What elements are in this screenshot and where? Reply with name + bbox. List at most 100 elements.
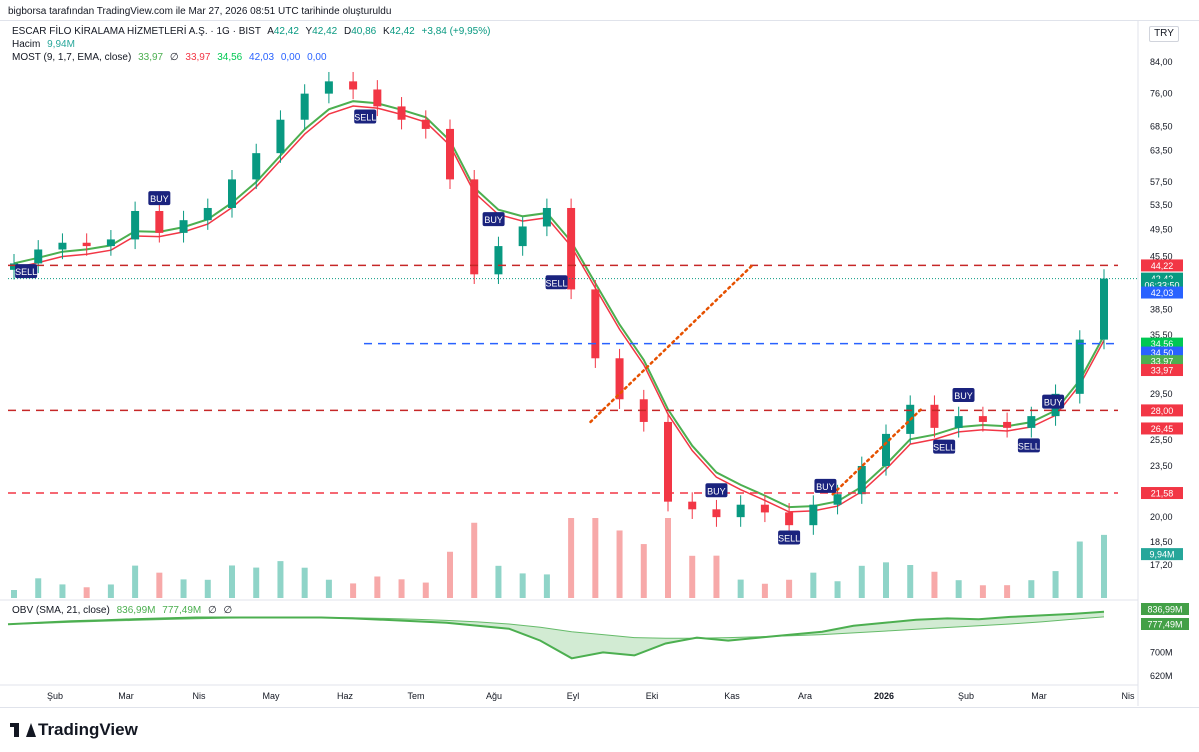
price-tag-label: 34,50 <box>1151 348 1174 358</box>
signal-label: SELL <box>546 278 568 288</box>
volume-bar <box>665 518 671 598</box>
high-value: Y42,42 <box>305 26 338 37</box>
brand-name: TradingView <box>38 720 138 739</box>
candle-body <box>106 239 115 247</box>
volume-legend[interactable]: Hacim 9,94M <box>12 39 79 50</box>
candle-body <box>542 207 551 227</box>
most-stop-line <box>13 105 1105 513</box>
signal-label: BUY <box>1044 398 1063 408</box>
volume-bar <box>180 579 187 598</box>
candle-body <box>1075 339 1084 394</box>
tradingview-logo[interactable]: TradingView <box>10 720 138 740</box>
candle-body <box>978 416 987 422</box>
volume-bar <box>907 565 914 598</box>
signal-label: SELL <box>15 267 37 277</box>
x-tick-label: Ara <box>798 691 812 701</box>
candle-body <box>930 404 939 428</box>
volume-bar <box>713 555 720 598</box>
x-tick-label: 2026 <box>874 691 894 701</box>
candle-body <box>591 289 600 359</box>
y-tick-label: 45,50 <box>1150 251 1173 261</box>
volume-bar <box>543 574 550 598</box>
signal-label: BUY <box>954 391 973 401</box>
candle-body <box>615 358 624 400</box>
volume-bar <box>883 562 889 598</box>
volume-bar <box>253 567 260 598</box>
most-legend[interactable]: MOST (9, 1,7, EMA, close) 33,97 ∅ 33,97 … <box>12 52 331 63</box>
signal-label: SELL <box>933 443 955 453</box>
x-tick-label: Mar <box>118 691 134 701</box>
candle-body <box>155 210 164 233</box>
volume-bar <box>568 518 575 598</box>
obv-sma-line <box>7 616 1105 639</box>
x-tick-label: Eki <box>646 691 659 701</box>
candle-body <box>82 242 91 247</box>
y-tick-label: 17,20 <box>1150 560 1173 570</box>
y-tick-label: 84,00 <box>1150 57 1173 67</box>
price-tag <box>1141 487 1183 500</box>
price-tag-label: 44,22 <box>1151 261 1174 271</box>
volume-bar <box>616 530 623 598</box>
candle-body <box>736 504 745 518</box>
signal-badge <box>482 212 505 227</box>
price-tag <box>1141 422 1183 435</box>
obv-legend[interactable]: OBV (SMA, 21, close) 836,99M 777,49M ∅ ∅ <box>12 605 236 616</box>
price-tag-label: 33,97 <box>1151 357 1174 367</box>
price-tag <box>1141 364 1183 377</box>
candle-body <box>785 512 794 526</box>
volume-bar <box>979 585 986 598</box>
candle-body <box>324 81 333 94</box>
symbol-title[interactable]: ESCAR FİLO KİRALAMA HİZMETLERİ A.Ş. · 1G… <box>12 26 261 37</box>
obv-label: OBV (SMA, 21, close) <box>12 605 110 616</box>
volume-bar <box>810 572 817 598</box>
price-tag-label: 06:33:50 <box>1144 280 1179 290</box>
volume-bar <box>156 572 163 598</box>
volume-bar <box>519 573 526 598</box>
volume-bar <box>495 565 502 598</box>
volume-bar <box>132 565 139 598</box>
signal-badge <box>1042 394 1065 409</box>
candle-body <box>1027 416 1036 428</box>
most-value-5: 42,03 <box>249 52 275 63</box>
y-tick-label: 25,50 <box>1150 435 1173 445</box>
candle-body <box>567 207 576 290</box>
chart-frame <box>0 20 1199 708</box>
candle-body <box>494 246 503 275</box>
volume-bar <box>398 579 405 598</box>
candle-body <box>276 119 285 154</box>
obv-value-4: ∅ <box>223 605 233 616</box>
symbol-legend[interactable]: ESCAR FİLO KİRALAMA HİZMETLERİ A.Ş. · 1G… <box>12 26 494 37</box>
volume-bar <box>737 579 744 598</box>
signal-badge <box>354 109 377 124</box>
candle-body <box>300 93 309 120</box>
obv-tag <box>1141 603 1189 615</box>
y-tick-label: 76,00 <box>1150 89 1173 99</box>
y-tick-label: 53,50 <box>1150 200 1173 210</box>
candle-body <box>203 207 212 221</box>
volume-bar <box>955 580 962 598</box>
volume-bar <box>107 584 114 598</box>
price-tag-label: 9,94M <box>1149 550 1174 560</box>
candle-body <box>373 89 382 107</box>
currency-selector[interactable]: TRY <box>1149 26 1179 42</box>
volume-bar <box>59 584 66 598</box>
y-tick-label: 29,50 <box>1150 389 1173 399</box>
y-tick-label: 18,50 <box>1150 537 1173 547</box>
volume-bar <box>325 579 332 598</box>
tradingview-logo-icon <box>10 723 36 737</box>
volume-bar <box>277 561 284 598</box>
volume-bar <box>35 578 42 598</box>
volume-bar <box>1028 580 1035 598</box>
most-label: MOST (9, 1,7, EMA, close) <box>12 52 132 63</box>
signal-badge <box>148 191 171 206</box>
volume-bar <box>834 581 841 598</box>
y-tick-label: 35,50 <box>1150 330 1173 340</box>
volume-bar <box>689 555 696 598</box>
price-tag <box>1141 259 1183 272</box>
y-tick-label: 68,50 <box>1150 122 1173 132</box>
y-tick-label: 20,00 <box>1150 512 1173 522</box>
signal-badge <box>952 388 975 403</box>
change-value: +3,84 (+9,95%) <box>421 26 491 37</box>
candle-body <box>809 504 818 526</box>
